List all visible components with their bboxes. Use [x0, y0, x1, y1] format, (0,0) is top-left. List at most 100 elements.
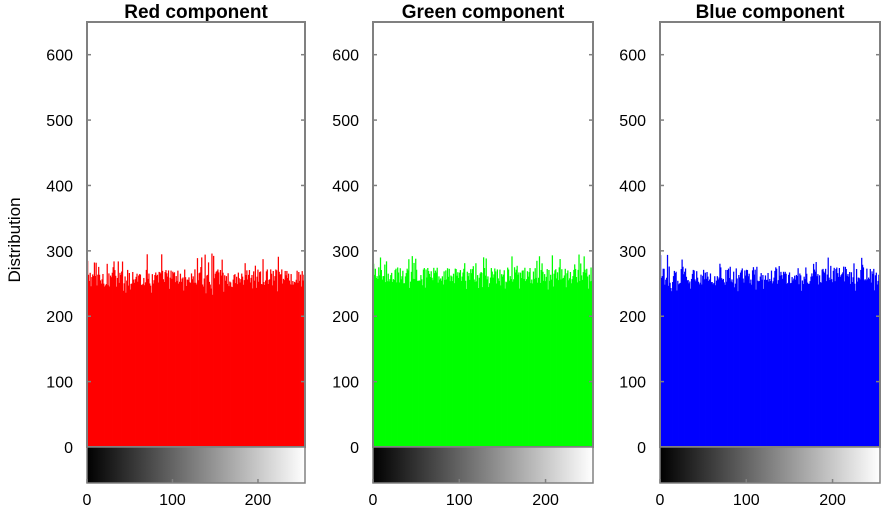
blue-bin-bar [830, 265, 832, 447]
blue-bin-bar [704, 272, 706, 447]
green-bin-bar [580, 275, 583, 447]
green-bin-bar [452, 281, 454, 447]
blue-bin-bar [697, 281, 700, 447]
blue-bin-bar [850, 272, 853, 447]
red-bin-bar [161, 270, 164, 447]
blue-bin-bar [663, 268, 665, 447]
blue-bin-bar [857, 277, 859, 447]
blue-bin-bar [736, 278, 738, 447]
green-bin-bar [481, 272, 483, 447]
red-bin-bar [234, 274, 236, 447]
green-bin-bar [586, 268, 588, 447]
green-bin-bar [424, 287, 426, 447]
green-bin-bar [498, 281, 500, 447]
blue-bin-bar [869, 268, 871, 447]
green-bin-bar [513, 267, 516, 447]
green-bin-bar [522, 270, 524, 447]
blue-bin-bar [859, 279, 861, 447]
blue-bin-bar [871, 271, 873, 447]
green-bin-bar [386, 281, 389, 447]
green-bin-bar [570, 283, 572, 447]
green-y-tick-label: 600 [332, 48, 359, 65]
red-bin-bar [155, 275, 158, 447]
blue-bin-bar [813, 269, 816, 447]
blue-bin-bar [708, 280, 710, 447]
blue-bin-bar [664, 284, 666, 447]
green-bin-bar [448, 268, 450, 447]
blue-bin-bar [667, 285, 669, 447]
green-bin-bar [384, 264, 386, 447]
blue-bin-bar [737, 291, 739, 447]
blue-bin-bar [757, 281, 760, 447]
green-bin-bar [544, 281, 547, 447]
red-bin-bar [104, 285, 107, 447]
red-bin-bar [142, 283, 144, 447]
green-bin-bar [383, 276, 385, 447]
blue-bin-bar [809, 281, 811, 447]
blue-bin-bar [727, 270, 729, 447]
blue-bin-bar [752, 267, 755, 447]
blue-bin-bar [715, 280, 718, 447]
green-bin-bar [431, 277, 433, 447]
green-grayscale-colorbar [372, 446, 594, 484]
blue-bin-bar [778, 266, 780, 447]
green-bin-bar [531, 283, 534, 447]
red-bin-bar [121, 271, 123, 447]
red-bin-bar [223, 291, 225, 447]
red-bin-bar [143, 277, 145, 447]
blue-bin-bar [756, 266, 758, 447]
red-bin-bar [276, 270, 278, 447]
red-bin-bar [218, 272, 220, 447]
green-bin-bar [563, 275, 566, 447]
red-bin-bar [226, 283, 228, 447]
red-bin-bar [208, 281, 211, 447]
green-bin-bar [542, 271, 544, 447]
blue-bin-bar [790, 282, 792, 447]
blue-bin-bar [863, 280, 865, 447]
blue-bin-bar [687, 279, 689, 447]
green-bin-bar [579, 281, 581, 447]
red-bin-bar [120, 274, 122, 447]
blue-bin-bar [724, 284, 726, 447]
red-bin-bar [178, 281, 181, 447]
red-bin-bar [116, 277, 119, 447]
green-bin-bar [477, 288, 480, 447]
blue-bin-bar [668, 266, 670, 447]
red-bin-bar [216, 270, 218, 447]
blue-bin-bar [798, 284, 800, 447]
green-bin-bar [456, 275, 458, 447]
green-bin-bar [538, 256, 541, 447]
green-bin-bar [543, 280, 545, 447]
blue-bin-bar [669, 282, 671, 447]
green-bin-bar [436, 267, 438, 447]
green-bin-bar [548, 270, 550, 447]
green-bin-bar [560, 279, 562, 447]
blue-bin-bar [812, 263, 815, 447]
green-y-tick-label: 100 [332, 375, 359, 392]
red-bin-bar [241, 276, 244, 447]
red-bin-bar [287, 273, 290, 447]
green-bin-bar [440, 278, 442, 447]
green-bin-bar [494, 268, 496, 447]
green-bin-bar [525, 281, 527, 447]
blue-bin-bar [820, 282, 822, 447]
green-bin-bar [446, 279, 448, 447]
green-bin-bar [453, 283, 456, 447]
green-bin-bar [421, 285, 424, 447]
green-component-panel: Green component 0 100 200 300 400 500 600 0 100 20… [332, 2, 594, 509]
green-bin-bar [480, 272, 482, 447]
blue-bin-bar [842, 272, 844, 447]
green-bin-bar [584, 269, 586, 447]
blue-bin-bar [754, 269, 756, 447]
blue-panel-title: Blue component [696, 2, 846, 23]
blue-bin-bar [672, 276, 675, 447]
green-bin-bar [558, 267, 560, 447]
red-bin-bar [302, 280, 304, 447]
blue-bin-bar [825, 268, 827, 447]
red-bin-bar [102, 273, 104, 447]
red-bin-bar [184, 277, 187, 447]
blue-bin-bar [826, 274, 828, 447]
blue-y-tick-label: 100 [619, 375, 646, 392]
green-bin-bar [395, 268, 397, 447]
blue-bin-bar [818, 275, 821, 447]
